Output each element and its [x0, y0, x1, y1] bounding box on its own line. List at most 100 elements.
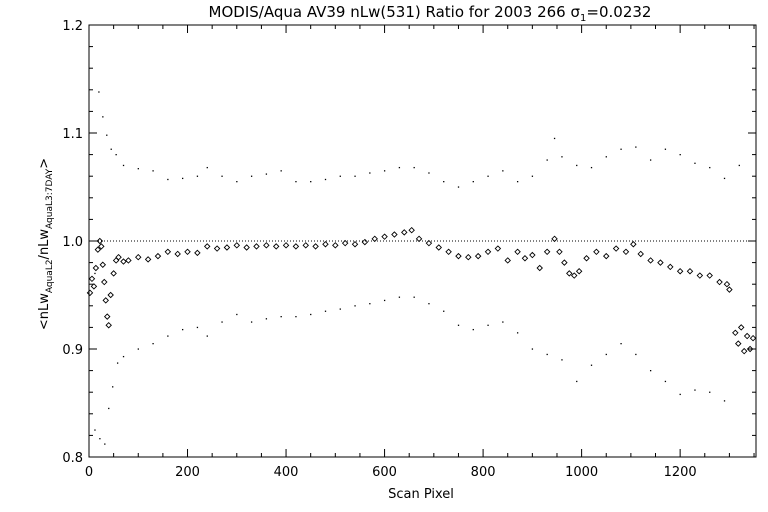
data-point: [94, 429, 96, 431]
data-point: [415, 235, 423, 243]
data-point: [107, 291, 114, 299]
data-point: [502, 170, 504, 172]
data-point: [108, 407, 110, 410]
data-point: [102, 297, 109, 304]
data-point: [280, 316, 282, 318]
data-point: [152, 170, 154, 172]
data-point: [236, 313, 238, 316]
data-point: [413, 166, 415, 169]
data-point: [310, 313, 312, 316]
data-point: [206, 166, 208, 169]
data-point: [98, 91, 100, 93]
data-point: [324, 178, 327, 181]
data-point: [576, 380, 578, 383]
data-point: [164, 248, 172, 256]
data-point: [354, 305, 356, 307]
data-point: [531, 348, 534, 350]
data-point: [221, 175, 223, 177]
data-point: [94, 272, 96, 275]
data-point: [474, 252, 482, 260]
y-axis: 0.8 0.9 1.0 1.1 1.2: [62, 19, 756, 466]
data-point: [605, 353, 607, 356]
data-point: [282, 242, 290, 249]
data-point: [487, 175, 489, 177]
data-point: [265, 173, 268, 175]
chart-title: MODIS/Aqua AV39 nLw(531) Ratio for 2003 …: [209, 3, 652, 24]
data-point: [487, 324, 489, 326]
data-point: [106, 134, 108, 136]
x-tick-label: 0: [85, 465, 93, 480]
y-tick-label: 0.8: [62, 451, 83, 466]
y-tick-label: 0.9: [62, 343, 83, 358]
data-point: [94, 246, 102, 253]
data-point: [213, 245, 221, 252]
data-point: [135, 253, 142, 261]
data-point: [361, 238, 369, 246]
data-point: [484, 248, 492, 256]
data-point: [620, 148, 622, 150]
data-points: [86, 91, 757, 445]
data-point: [221, 321, 223, 323]
data-point: [383, 170, 386, 172]
series-1: [94, 91, 740, 275]
data-point: [310, 181, 312, 183]
data-point: [96, 237, 104, 245]
data-point: [351, 241, 359, 248]
data-point: [664, 148, 667, 150]
data-point: [250, 175, 253, 177]
data-point: [457, 324, 460, 326]
data-point: [250, 321, 253, 323]
data-point: [236, 181, 238, 183]
y-tick-label: 1.0: [62, 235, 83, 250]
data-point: [103, 313, 111, 320]
data-point: [280, 170, 282, 172]
data-point: [605, 156, 607, 158]
data-point: [570, 272, 578, 279]
x-tick-label: 1000: [565, 465, 598, 480]
data-point: [455, 252, 462, 260]
data-point: [115, 154, 117, 156]
data-point: [383, 299, 386, 302]
data-point: [263, 242, 270, 249]
data-point: [723, 400, 726, 402]
data-point: [125, 257, 132, 264]
data-point: [556, 248, 563, 256]
data-point: [738, 164, 740, 167]
data-point: [686, 268, 694, 275]
data-point: [546, 353, 548, 356]
data-point: [737, 324, 745, 331]
data-point: [723, 177, 726, 180]
data-point: [575, 268, 583, 275]
data-point: [502, 321, 504, 323]
data-point: [122, 164, 125, 167]
data-point: [620, 343, 622, 345]
data-point: [371, 235, 378, 243]
data-point: [732, 329, 739, 337]
data-point: [566, 270, 573, 277]
data-point: [339, 175, 341, 177]
data-point: [435, 244, 442, 251]
data-point: [740, 347, 748, 355]
data-point: [504, 257, 511, 264]
data-point: [312, 243, 319, 250]
data-point: [184, 248, 191, 256]
data-point: [341, 239, 349, 247]
data-point: [398, 166, 401, 169]
data-point: [181, 177, 184, 180]
data-point: [203, 243, 211, 250]
data-point: [637, 250, 644, 258]
data-point: [657, 259, 664, 266]
data-point: [664, 380, 667, 383]
data-point: [553, 137, 556, 140]
y-tick-label: 1.1: [62, 127, 83, 142]
data-point: [115, 253, 122, 261]
data-point: [521, 255, 529, 262]
x-tick-label: 1200: [664, 465, 697, 480]
data-point: [243, 244, 250, 251]
data-point: [413, 296, 415, 298]
data-point: [167, 178, 169, 181]
data-point: [667, 263, 674, 271]
data-point: [551, 235, 558, 243]
data-point: [92, 264, 100, 272]
